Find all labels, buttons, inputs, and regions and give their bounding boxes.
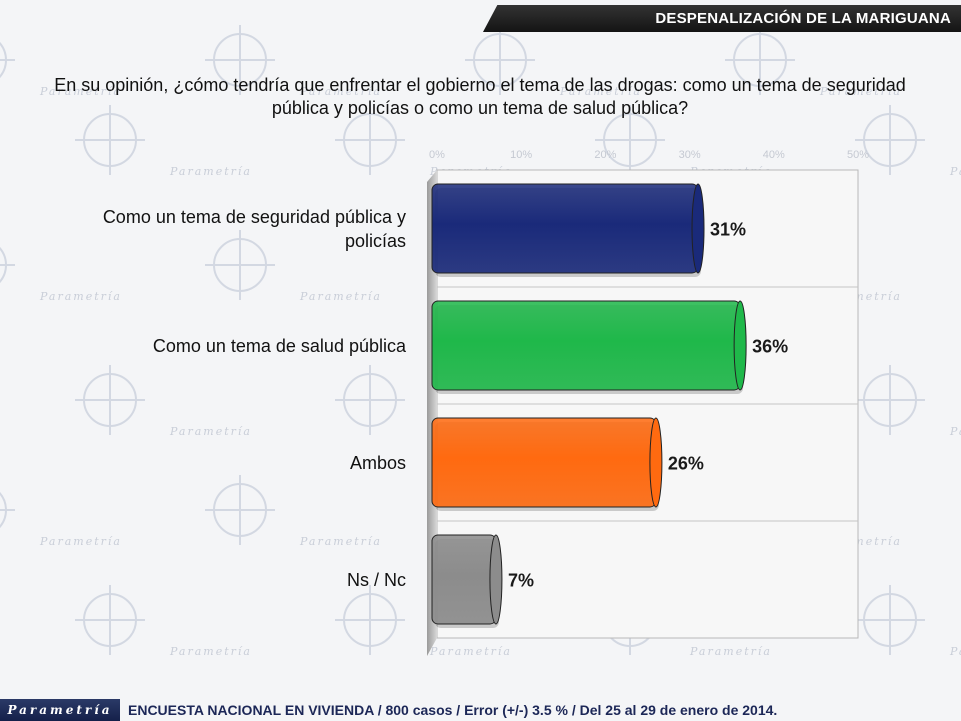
watermark-motif: Parametría (75, 585, 252, 658)
footer-logo: Parametría (0, 699, 120, 721)
watermark-motif: Parametría (0, 246, 122, 303)
value-label: 31% (710, 220, 746, 240)
question-text: En su opinión, ¿cómo tendría que enfrent… (54, 75, 906, 118)
watermark-motif: Parametría (0, 491, 122, 548)
watermark-motif: Parametría (725, 25, 902, 98)
watermark-motif: Parametría (465, 25, 642, 98)
footer-bar: Parametría ENCUESTA NACIONAL EN VIVIENDA… (0, 699, 961, 721)
category-label: Ns / Nc (346, 569, 406, 590)
watermark-text: Parametría (429, 645, 512, 658)
category-label: Como un tema de seguridad pública y poli… (102, 206, 406, 251)
watermark-motif: Parametría (855, 365, 961, 438)
watermark-motif: Parametría (75, 365, 252, 438)
x-tick-label: 10% (510, 149, 532, 161)
watermark-text: Parametría (559, 85, 642, 98)
watermark-text: Parametría (299, 535, 382, 548)
x-tick-label: 0% (429, 149, 445, 161)
header-title: DESPENALIZACIÓN DE LA MARIGUANA (655, 10, 951, 27)
watermark-motif: Parametría (335, 585, 512, 658)
watermark-text: Parametría (169, 425, 252, 438)
value-label: 7% (508, 571, 534, 591)
footer-survey-info: ENCUESTA NACIONAL EN VIVIENDA / 800 caso… (128, 702, 778, 718)
category-label: Como un tema de salud pública (152, 335, 406, 356)
watermark-text: Parametría (689, 645, 772, 658)
bar (431, 300, 747, 394)
watermark-text: Parametría (39, 290, 122, 303)
watermark-motif: Parametría (855, 105, 961, 178)
bar (431, 534, 503, 628)
x-tick-label: 50% (847, 149, 869, 161)
watermark-motif: Parametría (205, 25, 382, 98)
watermark-text: Parametría (949, 425, 961, 438)
watermark-text: Parametría (299, 290, 382, 303)
bar (431, 417, 663, 511)
chart-side-wall (427, 170, 437, 656)
watermark-text: Parametría (39, 535, 122, 548)
watermark-text: Parametría (169, 645, 252, 658)
watermark-text: Parametría (949, 645, 961, 658)
watermark-text: Parametría (949, 165, 961, 178)
watermark-text: Parametría (819, 85, 902, 98)
x-tick-label: 40% (763, 149, 785, 161)
watermark-motif: Parametría (0, 41, 122, 98)
value-label: 36% (752, 337, 788, 357)
x-tick-label: 20% (594, 149, 616, 161)
value-label: 26% (668, 454, 704, 474)
watermark-text: Parametría (39, 85, 122, 98)
x-tick-label: 30% (679, 149, 701, 161)
bar (431, 183, 705, 277)
watermark-text: Parametría (299, 85, 382, 98)
header-bar: DESPENALIZACIÓN DE LA MARIGUANA (483, 5, 961, 32)
watermark-motif: Parametría (205, 230, 382, 303)
watermark-motif: Parametría (855, 585, 961, 658)
category-label: Ambos (349, 452, 406, 473)
watermark-motif: Parametría (205, 475, 382, 548)
watermark-text: Parametría (169, 165, 252, 178)
watermark-motif: Parametría (75, 105, 252, 178)
